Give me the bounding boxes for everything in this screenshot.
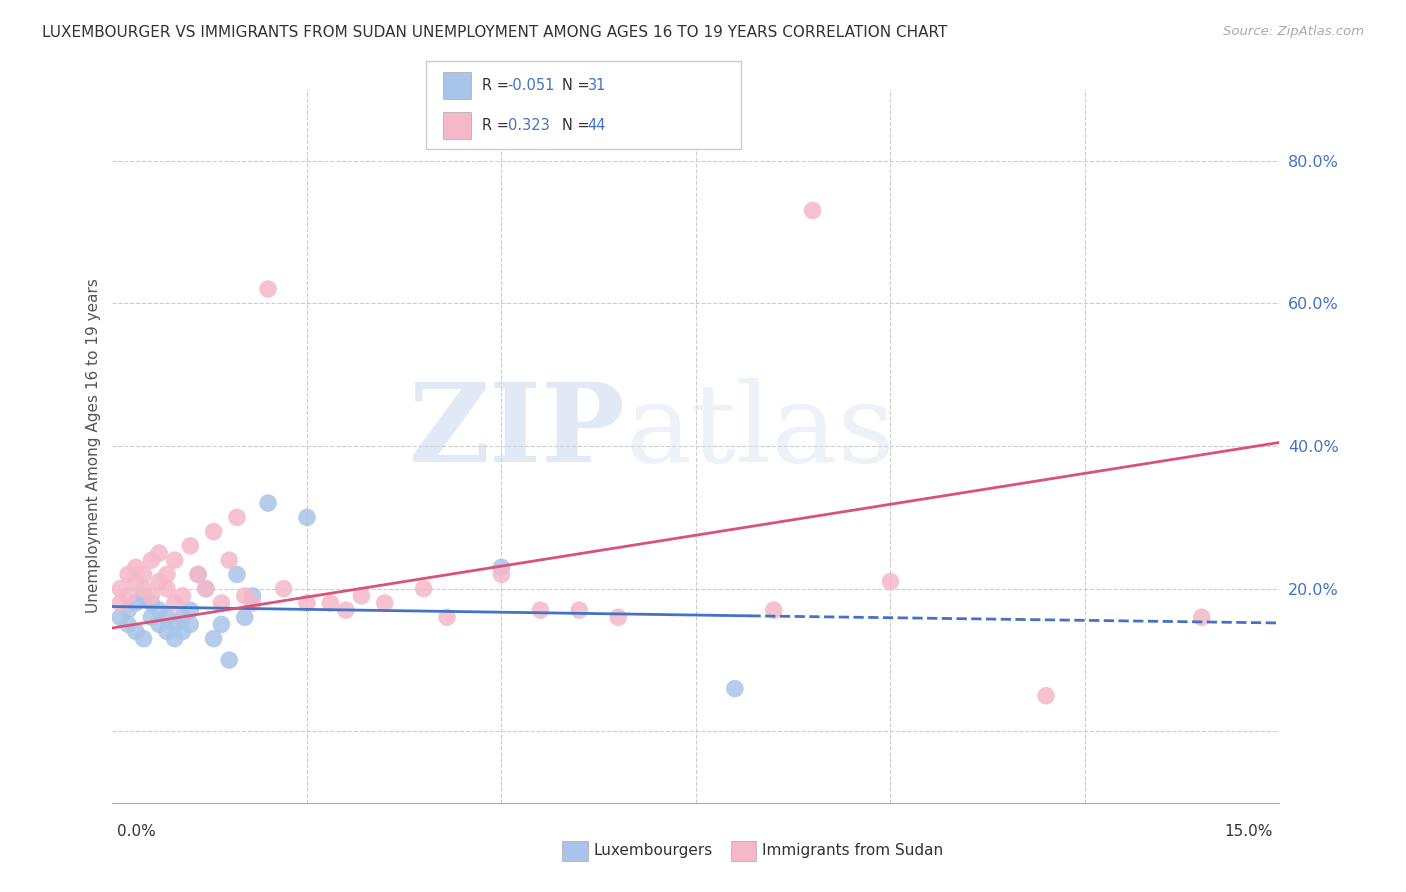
Point bbox=[125, 560, 148, 574]
Point bbox=[187, 567, 209, 582]
Point bbox=[179, 617, 201, 632]
Text: 0.323: 0.323 bbox=[508, 119, 550, 134]
Point bbox=[187, 567, 209, 582]
Point bbox=[125, 574, 148, 589]
Point bbox=[202, 524, 225, 539]
Point bbox=[117, 567, 139, 582]
Point bbox=[233, 589, 256, 603]
Point bbox=[194, 582, 217, 596]
Point bbox=[374, 596, 396, 610]
Point bbox=[172, 589, 194, 603]
Point bbox=[762, 603, 785, 617]
Point bbox=[295, 596, 318, 610]
Point bbox=[319, 596, 342, 610]
Point bbox=[724, 681, 747, 696]
Point bbox=[110, 582, 132, 596]
Point bbox=[218, 553, 240, 567]
Text: 31: 31 bbox=[588, 78, 606, 93]
Point bbox=[125, 624, 148, 639]
Point bbox=[148, 546, 170, 560]
Point bbox=[194, 582, 217, 596]
Text: 44: 44 bbox=[588, 119, 606, 134]
Point bbox=[132, 567, 155, 582]
Point bbox=[801, 203, 824, 218]
Text: R =: R = bbox=[482, 78, 513, 93]
Text: N =: N = bbox=[562, 119, 595, 134]
Point bbox=[879, 574, 901, 589]
Point bbox=[125, 596, 148, 610]
Point bbox=[163, 632, 186, 646]
Point bbox=[117, 603, 139, 617]
Point bbox=[350, 589, 373, 603]
Point bbox=[141, 589, 163, 603]
Point bbox=[156, 610, 179, 624]
Point bbox=[132, 582, 155, 596]
Point bbox=[132, 632, 155, 646]
Point bbox=[163, 617, 186, 632]
Point bbox=[141, 610, 163, 624]
Point bbox=[1191, 610, 1213, 624]
Point bbox=[568, 603, 591, 617]
Point bbox=[110, 610, 132, 624]
Point bbox=[141, 553, 163, 567]
Text: Immigrants from Sudan: Immigrants from Sudan bbox=[762, 844, 943, 858]
Text: atlas: atlas bbox=[626, 378, 896, 485]
Point bbox=[242, 596, 264, 610]
Point bbox=[295, 510, 318, 524]
Point bbox=[257, 282, 280, 296]
Point bbox=[226, 510, 249, 524]
Text: N =: N = bbox=[562, 78, 595, 93]
Text: Source: ZipAtlas.com: Source: ZipAtlas.com bbox=[1223, 25, 1364, 38]
Point bbox=[141, 596, 163, 610]
Point bbox=[257, 496, 280, 510]
Text: ZIP: ZIP bbox=[409, 378, 626, 485]
Point bbox=[1035, 689, 1057, 703]
Point bbox=[179, 539, 201, 553]
Text: 15.0%: 15.0% bbox=[1225, 824, 1272, 838]
Point bbox=[163, 553, 186, 567]
Text: LUXEMBOURGER VS IMMIGRANTS FROM SUDAN UNEMPLOYMENT AMONG AGES 16 TO 19 YEARS COR: LUXEMBOURGER VS IMMIGRANTS FROM SUDAN UN… bbox=[42, 25, 948, 40]
Point bbox=[148, 603, 170, 617]
Point bbox=[412, 582, 434, 596]
Point bbox=[117, 589, 139, 603]
Point bbox=[179, 603, 201, 617]
Point bbox=[132, 589, 155, 603]
Point bbox=[242, 589, 264, 603]
Text: -0.051: -0.051 bbox=[508, 78, 555, 93]
Point bbox=[335, 603, 357, 617]
Point bbox=[202, 632, 225, 646]
Point bbox=[209, 617, 232, 632]
Text: 0.0%: 0.0% bbox=[117, 824, 156, 838]
Point bbox=[273, 582, 295, 596]
Point bbox=[163, 596, 186, 610]
Point bbox=[117, 617, 139, 632]
Text: R =: R = bbox=[482, 119, 513, 134]
Point bbox=[209, 596, 232, 610]
Point bbox=[172, 610, 194, 624]
Point bbox=[226, 567, 249, 582]
Text: Luxembourgers: Luxembourgers bbox=[593, 844, 713, 858]
Point bbox=[148, 617, 170, 632]
Point bbox=[110, 596, 132, 610]
Point bbox=[491, 560, 513, 574]
Point bbox=[148, 574, 170, 589]
Point bbox=[156, 582, 179, 596]
Point bbox=[172, 624, 194, 639]
Point bbox=[607, 610, 630, 624]
Point bbox=[218, 653, 240, 667]
Point bbox=[156, 567, 179, 582]
Point bbox=[529, 603, 551, 617]
Y-axis label: Unemployment Among Ages 16 to 19 years: Unemployment Among Ages 16 to 19 years bbox=[86, 278, 101, 614]
Point bbox=[233, 610, 256, 624]
Point bbox=[156, 624, 179, 639]
Point bbox=[491, 567, 513, 582]
Point bbox=[436, 610, 458, 624]
